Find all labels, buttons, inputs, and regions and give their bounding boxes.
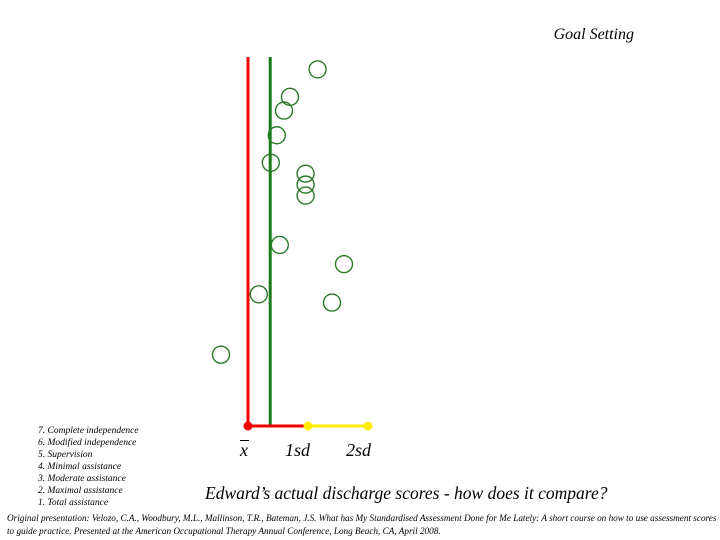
x-tick-2sd: 2sd: [346, 440, 372, 460]
marker-2sd: [363, 421, 373, 431]
scale-level-7: 7. Complete independence: [38, 426, 139, 436]
score-point-8: [296, 186, 315, 205]
scale-level-4: 4. Minimal assistance: [38, 462, 122, 472]
marker-1sd: [303, 421, 313, 431]
marker-mean: [243, 421, 253, 431]
scale-legend: 7. Complete independence 6. Modified ind…: [38, 425, 139, 509]
score-point-4: [267, 126, 286, 145]
mean-overbar: [240, 440, 249, 441]
scale-level-2: 2. Maximal assistance: [38, 486, 123, 496]
citation-text: Original presentation: Velozo, C.A., Woo…: [7, 513, 717, 536]
score-point-1: [308, 60, 327, 79]
score-point-2: [280, 87, 300, 107]
scale-level-5: 5. Supervision: [38, 450, 93, 460]
slide-title: Goal Setting: [553, 26, 634, 43]
score-point-13: [211, 345, 231, 364]
score-point-5: [261, 153, 280, 172]
question-text: Edward’s actual discharge scores - how d…: [205, 483, 608, 503]
score-point-10: [334, 254, 354, 274]
score-point-7: [296, 175, 315, 194]
x-tick-mean: x: [240, 440, 249, 461]
scale-level-3: 3. Moderate assistance: [38, 474, 126, 484]
score-point-6: [296, 164, 315, 183]
x-tick-1sd: 1sd: [285, 440, 311, 460]
score-point-3: [274, 101, 294, 120]
score-point-9: [270, 235, 289, 255]
scale-level-6: 6. Modified independence: [38, 438, 137, 448]
scale-level-1: 1. Total assistance: [38, 498, 109, 508]
score-point-12: [322, 293, 342, 312]
score-point-11: [249, 285, 268, 304]
x-tick-mean-text: x: [240, 440, 248, 460]
